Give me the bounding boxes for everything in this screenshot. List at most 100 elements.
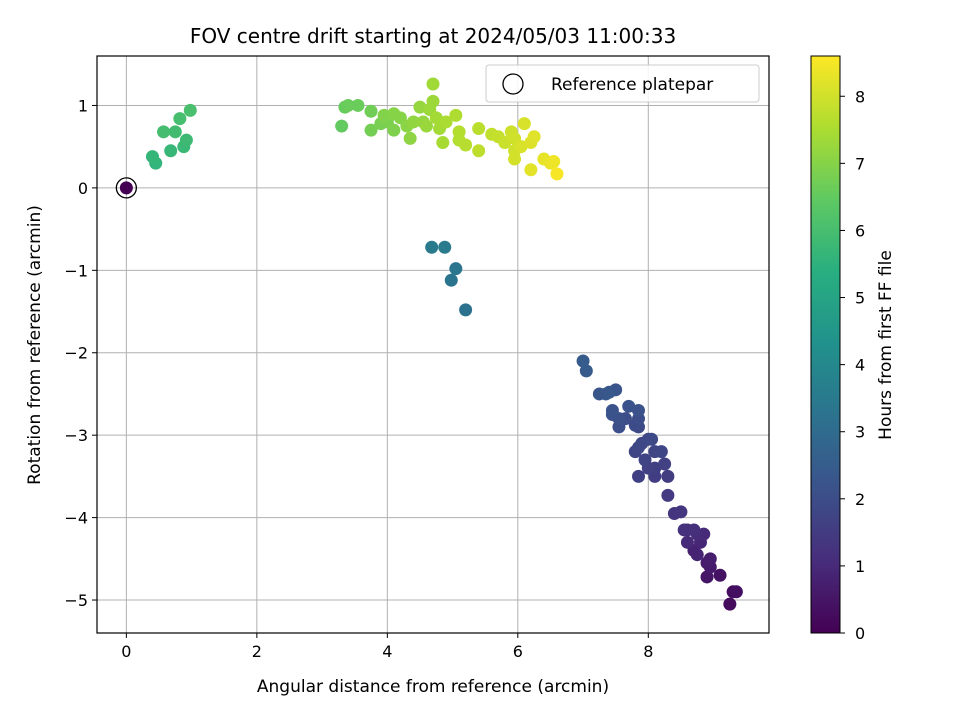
data-point [459, 303, 473, 317]
data-point [687, 523, 701, 537]
data-point [164, 144, 178, 158]
data-point [592, 387, 606, 401]
legend-marker-reference [502, 73, 524, 95]
plot-frame [96, 55, 770, 634]
y-tick-label: −5 [64, 591, 88, 610]
data-point [449, 262, 463, 276]
data-point [145, 150, 159, 164]
colorbar-tick-label: 1 [855, 557, 865, 576]
y-tick-label: −1 [64, 261, 88, 280]
colorbar-tick-label: 5 [855, 289, 865, 308]
colorbar-tick-label: 7 [855, 154, 865, 173]
data-point [602, 385, 616, 399]
data-point [438, 240, 452, 254]
data-point [632, 469, 646, 483]
reference-point-fill [119, 181, 133, 195]
colorbar-ticks: 0 1 2 3 4 5 6 7 8 [840, 87, 865, 643]
data-point [622, 399, 636, 413]
data-point [426, 94, 440, 108]
data-point [674, 505, 688, 519]
data-point [364, 123, 378, 137]
y-tick-label: −4 [64, 509, 88, 528]
data-point [605, 403, 619, 417]
data-point [661, 469, 675, 483]
data-point [173, 112, 187, 126]
x-axis-label: Angular distance from reference (arcmin) [257, 677, 609, 697]
data-point [645, 432, 659, 446]
data-point [351, 98, 365, 112]
colorbar-tick-label: 2 [855, 490, 865, 509]
colorbar-gradient [810, 55, 841, 634]
data-point [547, 155, 561, 169]
x-tick-label: 0 [121, 642, 131, 661]
y-tick-label: 1 [78, 96, 88, 115]
data-point [524, 163, 538, 177]
data-point [335, 119, 349, 133]
data-point [377, 108, 391, 122]
data-point [680, 535, 694, 549]
data-point [638, 453, 652, 467]
grid-lines [97, 56, 769, 633]
reference-marker-layer [115, 177, 138, 199]
data-point [364, 104, 378, 118]
legend: Reference platepar [485, 64, 760, 103]
data-point [700, 570, 714, 584]
data-point [508, 152, 522, 166]
data-point [550, 167, 564, 181]
data-point [341, 98, 355, 112]
x-tick-label: 2 [252, 642, 262, 661]
y-axis-label: Rotation from reference (arcmin) [25, 205, 45, 485]
data-point [168, 125, 182, 139]
data-point [459, 138, 473, 152]
data-point [157, 125, 171, 139]
data-point [632, 403, 646, 417]
y-axis-ticks: 1 0 −1 −2 −3 −4 −5 [64, 96, 97, 610]
data-point [576, 354, 590, 368]
data-point [406, 115, 420, 129]
data-point [723, 597, 737, 611]
data-point [387, 123, 401, 137]
data-point [179, 133, 193, 147]
data-point [654, 445, 668, 459]
colorbar-label: Hours from first FF file [876, 250, 896, 440]
x-axis-ticks: 0 2 4 6 8 [121, 633, 653, 661]
data-point [527, 130, 541, 144]
data-point [419, 119, 433, 133]
data-point [514, 140, 528, 154]
data-point [436, 136, 450, 150]
colorbar-tick-label: 6 [855, 221, 865, 240]
data-point [658, 457, 672, 471]
data-point [517, 117, 531, 131]
colorbar-tick-label: 4 [855, 356, 865, 375]
legend-label-reference: Reference platepar [551, 75, 713, 95]
data-point [426, 77, 440, 91]
chart-title: FOV centre drift starting at 2024/05/03 … [190, 24, 676, 48]
colorbar-tick-label: 3 [855, 423, 865, 442]
data-points [145, 77, 743, 611]
colorbar-tick-label: 0 [855, 624, 865, 643]
data-point [690, 548, 704, 562]
data-point [472, 144, 486, 158]
data-point [429, 111, 443, 125]
data-point [498, 136, 512, 150]
data-point [661, 488, 675, 502]
x-tick-label: 8 [643, 642, 653, 661]
data-point [444, 273, 458, 287]
data-point [413, 100, 427, 114]
legend-box [485, 64, 760, 103]
y-tick-label: −3 [64, 426, 88, 445]
y-tick-label: 0 [78, 179, 88, 198]
data-point [713, 568, 727, 582]
data-point [729, 585, 743, 599]
data-point [183, 103, 197, 117]
reference-point-ring [115, 177, 138, 199]
data-point [579, 364, 593, 378]
x-tick-label: 6 [513, 642, 523, 661]
colorbar: 0 1 2 3 4 5 6 7 8 Hours from first FF file [810, 55, 896, 643]
x-tick-label: 4 [382, 642, 392, 661]
data-point [677, 523, 691, 537]
colorbar-tick-label: 8 [855, 87, 865, 106]
data-point [439, 115, 453, 129]
